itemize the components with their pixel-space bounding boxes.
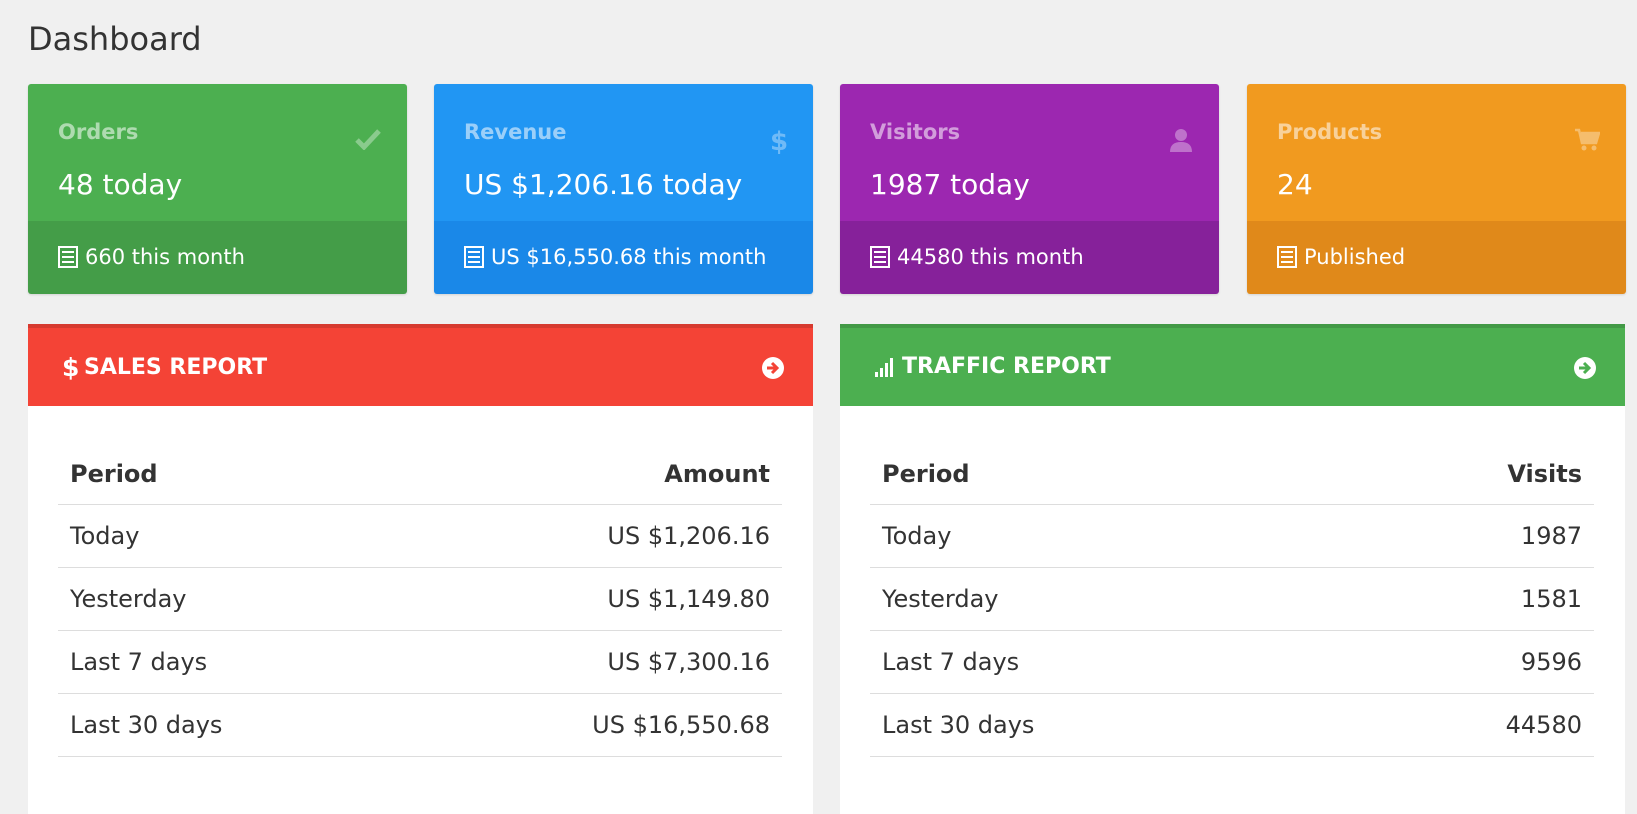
products-card-footer: Published: [1247, 221, 1626, 294]
sales-report-title: SALES REPORT: [84, 354, 268, 380]
period-cell: Last 30 days: [870, 693, 1332, 757]
column-header-amount: Amount: [395, 444, 782, 505]
period-cell: Today: [58, 504, 396, 568]
visitors-card[interactable]: Visitors 1987 today 44580 this month: [840, 84, 1219, 294]
sales-report-header[interactable]: $ SALES REPORT: [28, 324, 813, 406]
period-cell: Today: [870, 504, 1332, 568]
revenue-card-footer: US $16,550.68 this month: [434, 221, 813, 294]
products-card[interactable]: Products 24 Published: [1247, 84, 1626, 294]
amount-cell: US $16,550.68: [395, 693, 782, 757]
arrow-right-circle-icon[interactable]: [761, 356, 785, 384]
traffic-report-table: Period Visits Today 1987 Yesterday 1581 …: [870, 444, 1594, 757]
visits-cell: 1581: [1331, 567, 1594, 631]
traffic-report-header[interactable]: TRAFFIC REPORT: [840, 324, 1625, 406]
period-cell: Last 7 days: [870, 630, 1332, 694]
table-row: Last 7 days US $7,300.16: [58, 630, 782, 694]
visits-cell: 1987: [1331, 504, 1594, 568]
table-header-row: Period Amount: [58, 444, 782, 505]
table-row: Last 30 days US $16,550.68: [58, 693, 782, 757]
orders-value: 48 today: [58, 168, 183, 201]
products-card-top: Products 24: [1247, 84, 1626, 221]
list-icon: [464, 246, 484, 268]
table-row: Last 30 days 44580: [870, 693, 1594, 757]
table-row: Yesterday 1581: [870, 567, 1594, 631]
period-cell: Yesterday: [58, 567, 396, 631]
amount-cell: US $1,206.16: [395, 504, 782, 568]
svg-text:$: $: [62, 354, 78, 380]
table-row: Last 7 days 9596: [870, 630, 1594, 694]
list-icon: [870, 246, 890, 268]
dollar-icon: $: [769, 127, 788, 158]
traffic-report-title: TRAFFIC REPORT: [902, 354, 1111, 379]
revenue-value: US $1,206.16 today: [464, 168, 743, 201]
period-cell: Yesterday: [870, 567, 1332, 631]
products-value: 24: [1277, 168, 1313, 201]
dollar-icon: $: [62, 354, 78, 380]
visitors-footer-text: 44580 this month: [897, 245, 1084, 269]
amount-cell: US $7,300.16: [395, 630, 782, 694]
revenue-card-top: Revenue US $1,206.16 today $: [434, 84, 813, 221]
amount-cell: US $1,149.80: [395, 567, 782, 631]
column-header-visits: Visits: [1331, 444, 1594, 505]
orders-label: Orders: [58, 120, 139, 144]
orders-card-top: Orders 48 today: [28, 84, 407, 221]
sales-report-table: Period Amount Today US $1,206.16 Yesterd…: [58, 444, 782, 757]
revenue-card[interactable]: Revenue US $1,206.16 today $ US $16,550.…: [434, 84, 813, 294]
cart-icon: [1574, 128, 1601, 156]
page-title: Dashboard: [28, 20, 202, 58]
list-icon: [1277, 246, 1297, 268]
orders-card-footer: 660 this month: [28, 221, 407, 294]
column-header-period: Period: [870, 444, 1332, 505]
check-icon: [355, 128, 381, 154]
period-cell: Last 7 days: [58, 630, 396, 694]
signal-bars-icon: [875, 357, 893, 377]
sales-report-panel: $ SALES REPORT Period Amount Today US $1…: [28, 324, 813, 814]
visitors-label: Visitors: [870, 120, 961, 144]
column-header-period: Period: [58, 444, 396, 505]
orders-footer-text: 660 this month: [85, 245, 245, 269]
revenue-label: Revenue: [464, 120, 567, 144]
list-icon: [58, 246, 78, 268]
svg-text:$: $: [770, 128, 787, 154]
table-header-row: Period Visits: [870, 444, 1594, 505]
revenue-footer-text: US $16,550.68 this month: [491, 245, 767, 269]
products-footer-text: Published: [1304, 245, 1406, 269]
products-label: Products: [1277, 120, 1383, 144]
visitors-card-footer: 44580 this month: [840, 221, 1219, 294]
table-row: Today 1987: [870, 504, 1594, 568]
period-cell: Last 30 days: [58, 693, 396, 757]
visitors-value: 1987 today: [870, 168, 1030, 201]
table-row: Yesterday US $1,149.80: [58, 567, 782, 631]
visitors-card-top: Visitors 1987 today: [840, 84, 1219, 221]
traffic-report-panel: TRAFFIC REPORT Period Visits Today 1987 …: [840, 324, 1625, 814]
visits-cell: 9596: [1331, 630, 1594, 694]
arrow-right-circle-icon[interactable]: [1573, 356, 1597, 384]
user-icon: [1169, 128, 1193, 156]
table-row: Today US $1,206.16: [58, 504, 782, 568]
visits-cell: 44580: [1331, 693, 1594, 757]
orders-card[interactable]: Orders 48 today 660 this month: [28, 84, 407, 294]
